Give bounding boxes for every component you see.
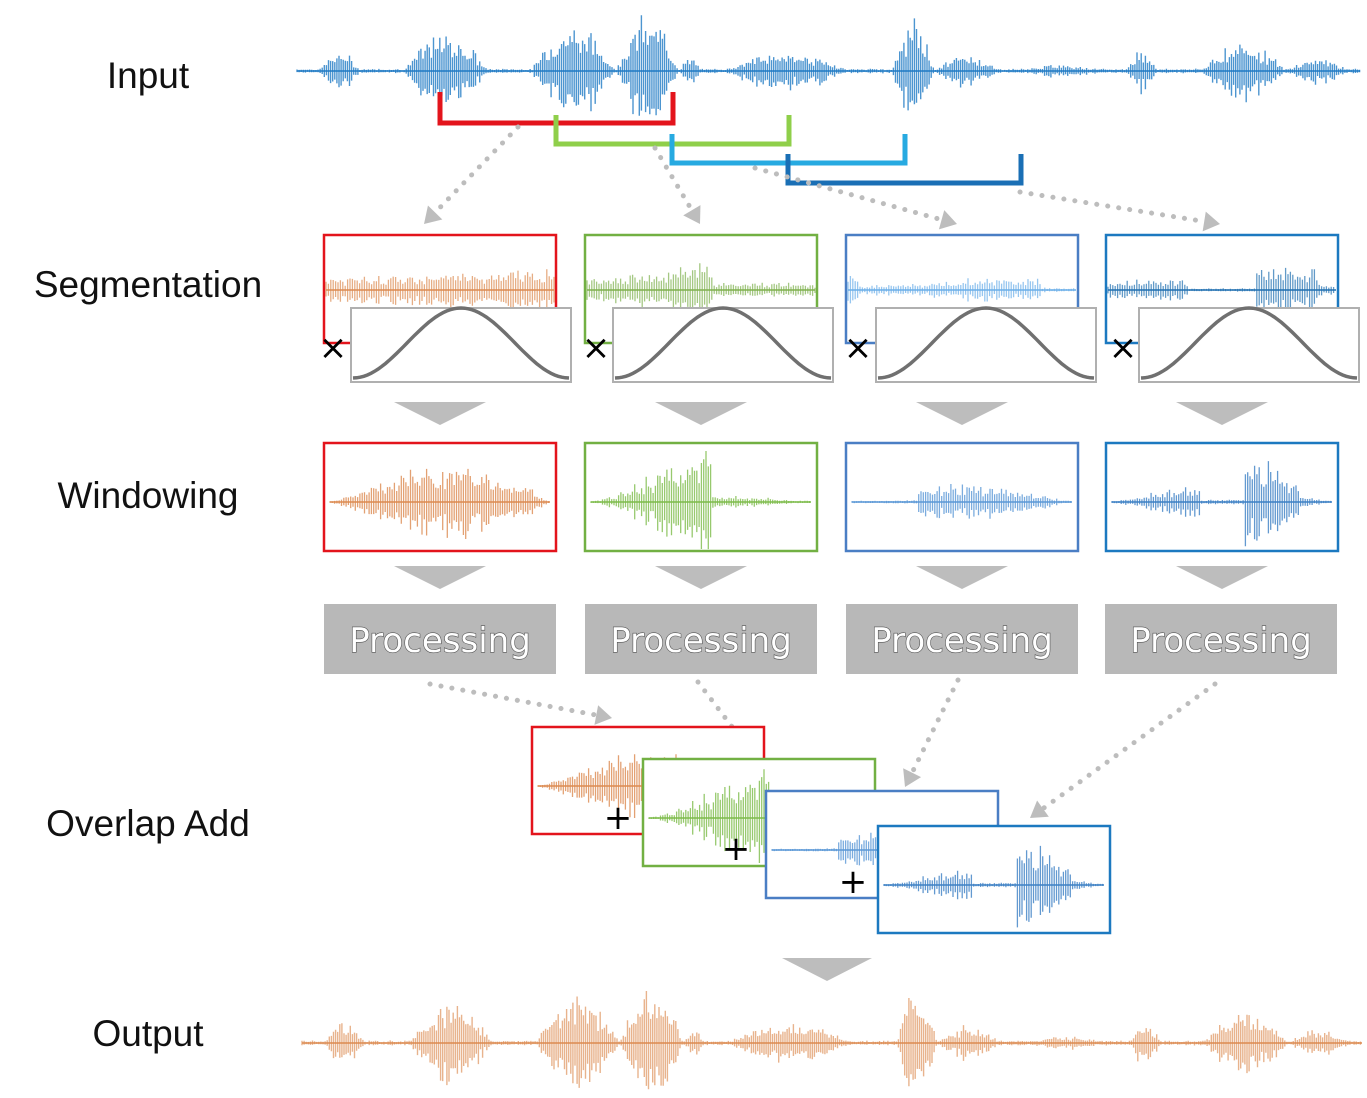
window-box-border-2 (612, 307, 834, 383)
overlap-arrow-4-line (1040, 681, 1218, 812)
processing-label-1: Processing (349, 621, 531, 661)
segment-arrow-2-line (652, 145, 695, 213)
output-wave-trace (301, 991, 1362, 1090)
segment-brackets (437, 92, 1024, 186)
window-box-4 (1138, 306, 1360, 383)
segment-arrow-2-head (683, 205, 701, 224)
hann-window-curve-3 (877, 306, 1095, 380)
plus-sign-1: + (604, 798, 633, 838)
down-arrow-2-2 (655, 566, 747, 589)
overlap-arrow-4-head (1030, 800, 1049, 818)
multiply-sign-2: × (582, 328, 611, 368)
window-box-border-3 (875, 307, 1097, 383)
overlap-arrow-3-line (909, 677, 961, 776)
segment-arrow-1-head (424, 205, 443, 224)
segment-arrow-1-line (432, 124, 521, 216)
hann-window-curve-1 (352, 306, 570, 380)
multiply-sign-1: × (319, 328, 348, 368)
segment-arrows (424, 124, 1220, 232)
windowed-frames (322, 441, 1340, 553)
processing-block-1: Processing (324, 604, 556, 674)
overlap-add-frames (530, 725, 1112, 935)
windowed-frame-1 (322, 441, 558, 553)
segment-bracket-4 (785, 154, 1024, 186)
down-arrow-1-4 (1176, 402, 1268, 425)
window-box-1 (350, 306, 572, 383)
processing-label-3: Processing (871, 621, 1053, 661)
window-box-2 (612, 306, 834, 383)
windowed-frame-4 (1104, 441, 1340, 553)
windowed-frame-3 (844, 441, 1080, 553)
multiply-sign-4: × (1109, 328, 1138, 368)
processing-label-2: Processing (610, 621, 792, 661)
processing-block-4: Processing (1105, 604, 1337, 674)
down-arrows (394, 402, 1268, 589)
overlap-frame-border-4 (876, 824, 1112, 935)
input-waveform (296, 15, 1361, 116)
plus-sign-3: + (839, 862, 868, 902)
down-arrow-1-3 (916, 402, 1008, 425)
window-box-border-1 (350, 307, 572, 383)
windowed-frame-border-4 (1104, 441, 1340, 553)
output-label: Output (92, 1013, 204, 1054)
windowed-frame-2 (583, 441, 819, 553)
window-box-border-4 (1138, 307, 1360, 383)
processing-block-2: Processing (585, 604, 817, 674)
overlap-frame-4 (876, 824, 1112, 935)
window-functions (350, 306, 1360, 383)
down-arrow-2-1 (394, 566, 486, 589)
hann-window-curve-4 (1140, 306, 1358, 380)
window-box-3 (875, 306, 1097, 383)
hann-window-curve-2 (614, 306, 832, 380)
output-down-arrow (782, 958, 872, 981)
input-label: Input (106, 55, 190, 96)
down-arrow-1-2 (655, 402, 747, 425)
segmentation-label: Segmentation (33, 264, 263, 305)
processing-blocks: Processing Processing Processing Process… (324, 604, 1337, 674)
processing-label-4: Processing (1130, 621, 1312, 661)
input-wave-trace (296, 15, 1361, 116)
overlap-arrow-1-line (427, 681, 599, 718)
processing-block-3: Processing (846, 604, 1078, 674)
plus-sign-2: + (722, 829, 751, 869)
multiply-sign-3: × (844, 328, 873, 368)
segment-arrow-3-line (752, 165, 945, 223)
overlap-add-label: Overlap Add (46, 803, 250, 844)
segment-arrow-3-head (938, 210, 957, 230)
down-arrow-1-1 (394, 402, 486, 425)
windowing-label: Windowing (57, 475, 239, 516)
overlap-arrow-1-head (594, 705, 612, 725)
overlap-arrow-3-head (903, 768, 922, 787)
output-waveform (301, 991, 1362, 1090)
segment-arrow-4-head (1202, 211, 1220, 232)
segment-arrow-4-line (1017, 189, 1207, 224)
down-arrow-2-4 (1176, 566, 1268, 589)
down-arrow-2-3 (916, 566, 1008, 589)
